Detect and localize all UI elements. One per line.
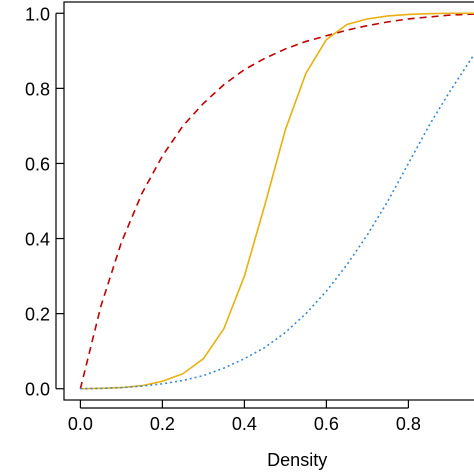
- plot-area: [63, 1, 474, 401]
- x-tick-label-3: 0.6: [314, 414, 339, 434]
- y-tick-label-1: 0.2: [25, 305, 50, 325]
- series-line-3: [80, 54, 474, 390]
- x-tick-label-1: 0.2: [150, 414, 175, 434]
- plot-frame: [63, 1, 474, 401]
- x-axis-label: Density: [267, 450, 327, 470]
- series-line-1: [79, 13, 474, 389]
- y-tick-label-3: 0.6: [25, 154, 50, 174]
- y-tick-label-4: 0.8: [25, 79, 50, 99]
- y-tick-label-2: 0.4: [25, 230, 50, 250]
- y-tick-label-5: 1.0: [25, 4, 50, 24]
- x-tick-label-4: 0.8: [396, 414, 421, 434]
- x-tick-label-2: 0.4: [232, 414, 257, 434]
- x-axis: 0.0 0.2 0.4 0.6 0.8: [68, 400, 421, 434]
- y-tick-label-0: 0.0: [25, 380, 50, 400]
- y-axis: 0.0 0.2 0.4 0.6 0.8 1.0: [25, 4, 64, 400]
- series-layer: [79, 12, 474, 390]
- x-tick-label-0: 0.0: [68, 414, 93, 434]
